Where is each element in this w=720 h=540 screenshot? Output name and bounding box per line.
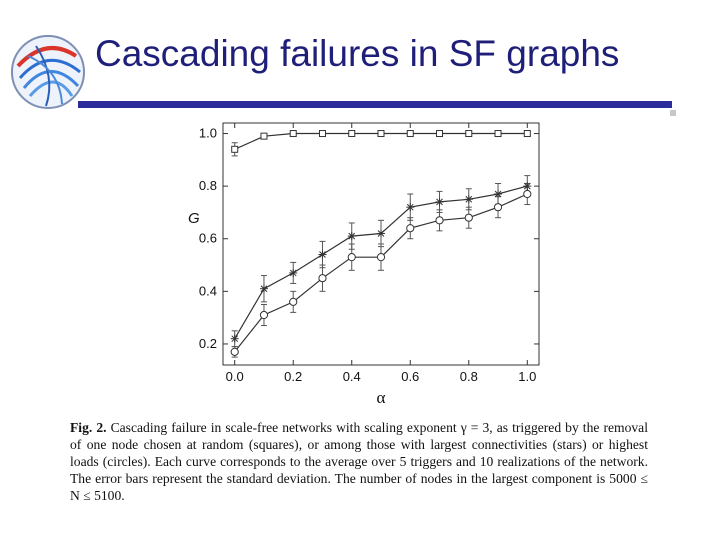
markers <box>230 130 532 356</box>
star-stroke <box>231 335 239 343</box>
star-marker <box>435 197 444 206</box>
star-marker <box>259 284 268 293</box>
circle-marker <box>376 253 386 262</box>
figure-caption: Fig. 2. Cascading failure in scale-free … <box>70 419 648 504</box>
circle-marker <box>259 310 269 320</box>
y-tick-label: 0.4 <box>199 283 217 298</box>
star-marker <box>347 232 356 241</box>
logo-icon <box>11 35 85 109</box>
star-marker <box>464 195 473 204</box>
circle-marker <box>230 347 239 356</box>
circle-marker <box>435 216 444 225</box>
square-marker <box>436 130 444 138</box>
circle-marker <box>523 189 532 199</box>
plot-frame <box>222 122 540 366</box>
star-marker <box>494 190 503 199</box>
star-stroke <box>436 198 443 206</box>
x-tick-label: 0.4 <box>343 369 361 384</box>
x-tick-label: 1.0 <box>518 369 536 384</box>
star-marker <box>523 182 532 191</box>
circle-marker <box>464 213 473 222</box>
star-marker <box>318 250 327 259</box>
y-tick-labels: 0.2 0.4 0.6 0.8 1.0 <box>199 126 217 351</box>
y-axis-label: G <box>188 210 200 227</box>
x-axis-label: α <box>377 388 386 407</box>
caption-text: Cascading failure in scale-free networks… <box>70 420 648 503</box>
star-stroke <box>260 285 268 293</box>
star-marker <box>289 268 298 277</box>
square-marker <box>289 130 297 138</box>
x-tick-labels: 0.0 0.2 0.4 0.6 0.8 1.0 <box>226 369 537 384</box>
square-marker <box>465 130 473 138</box>
square-marker <box>318 130 326 138</box>
y-tick-label: 0.2 <box>199 336 217 351</box>
circle-marker <box>406 224 415 233</box>
star-stroke <box>465 195 473 203</box>
star-stroke <box>348 232 356 240</box>
square-marker <box>494 130 502 138</box>
series-line-circle <box>234 193 528 353</box>
star-stroke <box>406 203 414 211</box>
y-tick-label: 1.0 <box>199 126 217 141</box>
square-marker <box>523 130 531 138</box>
circle-marker <box>318 274 327 283</box>
tick-marks <box>223 123 539 365</box>
chart: 0.0 0.2 0.4 0.6 0.8 1.0 0.2 0.4 0.6 0.8 1.0 G α <box>188 122 540 407</box>
star-stroke <box>289 269 297 277</box>
caption-label: Fig. 2. <box>70 420 107 435</box>
slide-title: Cascading failures in SF graphs <box>95 33 620 74</box>
star-marker <box>230 334 239 343</box>
square-marker <box>377 130 385 138</box>
y-tick-label: 0.6 <box>199 231 217 246</box>
x-tick-label: 0.2 <box>284 369 302 384</box>
x-tick-label: 0.8 <box>460 369 478 384</box>
star-marker <box>377 229 385 238</box>
title-underline-end-dot <box>670 110 676 116</box>
star-stroke <box>377 230 385 237</box>
circle-marker <box>289 297 298 306</box>
error-bars <box>231 132 531 358</box>
star-stroke <box>523 182 531 190</box>
circle-marker <box>493 203 503 212</box>
square-marker <box>406 130 414 138</box>
circle-marker <box>347 253 356 262</box>
square-marker <box>348 130 356 138</box>
title-underline <box>78 101 672 108</box>
square-marker <box>260 132 268 140</box>
x-tick-label: 0.0 <box>226 369 244 384</box>
star-stroke <box>319 251 326 258</box>
x-tick-label: 0.6 <box>401 369 419 384</box>
square-marker <box>231 145 239 153</box>
star-marker <box>406 203 415 212</box>
star-stroke <box>494 190 502 198</box>
y-tick-label: 0.8 <box>199 178 217 193</box>
